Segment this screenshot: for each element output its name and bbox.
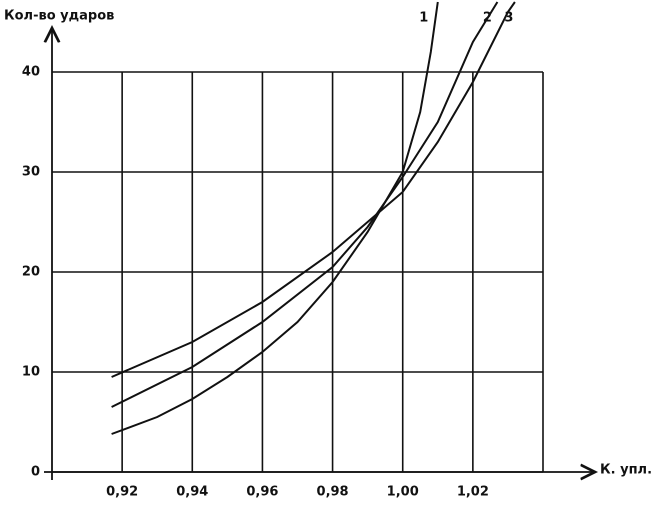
x-tick-label: 0,96 [246, 485, 278, 500]
y-tick-label: 30 [22, 165, 40, 180]
y-tick-label: 10 [22, 365, 40, 380]
curve [111, 1, 516, 378]
x-tick-label: 1,00 [387, 485, 419, 500]
x-tick-label: 1,02 [457, 485, 489, 500]
series-label: 1 [419, 11, 428, 26]
curve [111, 1, 439, 435]
x-axis-label: К. упл. [600, 463, 652, 478]
series-label: 2 [483, 11, 492, 26]
x-tick-label: 0,98 [317, 485, 349, 500]
x-tick-label: 0,94 [176, 485, 208, 500]
series-label: 3 [504, 11, 513, 26]
y-tick-label: 40 [22, 65, 40, 80]
y-axis-label: Кол-во ударов [4, 9, 114, 24]
x-tick-label: 0,92 [106, 485, 138, 500]
y-tick-label: 20 [22, 265, 40, 280]
curve [111, 1, 499, 408]
y-tick-label: 0 [31, 465, 40, 480]
